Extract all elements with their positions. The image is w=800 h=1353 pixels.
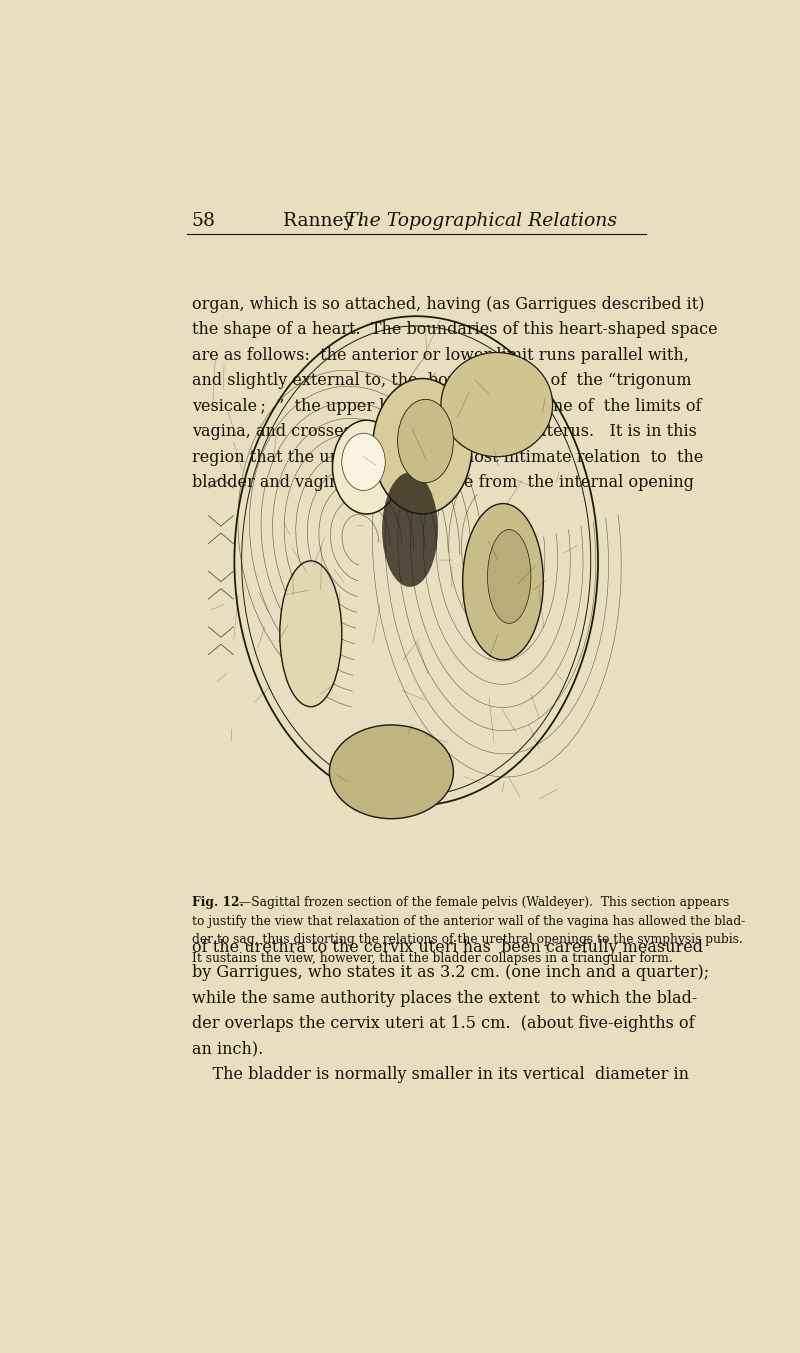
Text: It sustains the view, however, that the bladder collapses in a triangular form.: It sustains the view, however, that the … (192, 953, 673, 965)
Text: Ranney :: Ranney : (283, 212, 364, 230)
Text: region that the ureters have the most intimate relation  to  the: region that the ureters have the most in… (192, 449, 703, 465)
Text: and slightly external to, the  boundary line  of  the “trigonum: and slightly external to, the boundary l… (192, 372, 691, 390)
Ellipse shape (280, 561, 342, 706)
Ellipse shape (462, 503, 543, 660)
Ellipse shape (373, 379, 472, 514)
Text: to justify the view that relaxation of the anterior wall of the vagina has allow: to justify the view that relaxation of t… (192, 915, 745, 928)
Text: The Topographical Relations: The Topographical Relations (345, 212, 617, 230)
Text: are as follows:  the anterior or lower limit runs parallel with,: are as follows: the anterior or lower li… (192, 346, 689, 364)
Ellipse shape (441, 353, 553, 457)
Text: The bladder is normally smaller in its vertical  diameter in: The bladder is normally smaller in its v… (192, 1066, 689, 1084)
Text: vesicale ;  ”  the upper limit follows the outline of  the limits of: vesicale ; ” the upper limit follows the… (192, 398, 702, 415)
Ellipse shape (333, 421, 401, 514)
Text: an inch).: an inch). (192, 1040, 263, 1058)
Ellipse shape (398, 399, 454, 483)
Text: vagina, and crosses over the cervix of the uterus.   It is in this: vagina, and crosses over the cervix of t… (192, 423, 697, 440)
Text: der overlaps the cervix uteri at 1.5 cm.  (about five-eighths of: der overlaps the cervix uteri at 1.5 cm.… (192, 1015, 694, 1032)
Text: the shape of a heart.  The boundaries of this heart-shaped space: the shape of a heart. The boundaries of … (192, 321, 718, 338)
Text: 58: 58 (192, 212, 216, 230)
Bar (196, 308, 624, 835)
Text: bladder and vagina.   The distance from  the internal opening: bladder and vagina. The distance from th… (192, 475, 694, 491)
Ellipse shape (342, 433, 386, 491)
Text: while the same authority places the extent  to which the blad-: while the same authority places the exte… (192, 989, 697, 1007)
Ellipse shape (382, 472, 438, 587)
Text: —Sagittal frozen section of the female pelvis (Waldeyer).  This section appears: —Sagittal frozen section of the female p… (239, 896, 729, 909)
Text: of the urethra to the cervix uteri has  been carefully measured: of the urethra to the cervix uteri has b… (192, 939, 702, 955)
Ellipse shape (487, 529, 531, 624)
Ellipse shape (330, 725, 454, 819)
Text: organ, which is so attached, having (as Garrigues described it): organ, which is so attached, having (as … (192, 296, 704, 313)
Text: by Garrigues, who states it as 3.2 cm. (one inch and a quarter);: by Garrigues, who states it as 3.2 cm. (… (192, 965, 709, 981)
Text: der to sag, thus distorting the relations of the urethral openings to the symphy: der to sag, thus distorting the relation… (192, 934, 742, 946)
Text: Fig. 12.: Fig. 12. (192, 896, 243, 909)
